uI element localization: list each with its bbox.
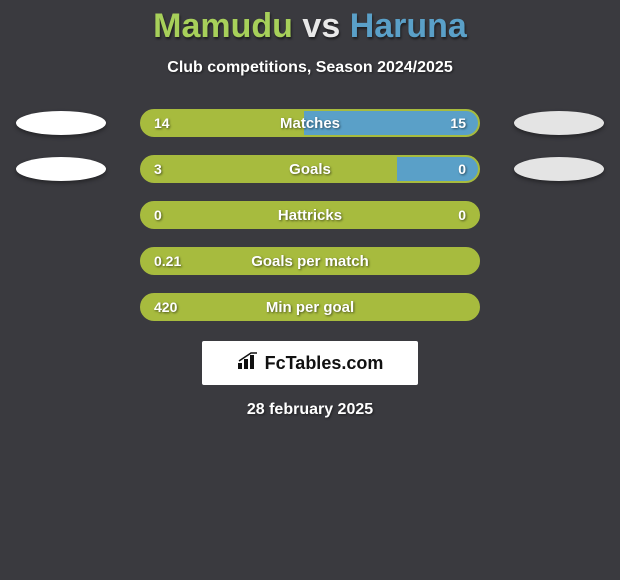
stats-rows: 1415Matches 30Goals 00Hattricks 0.21Goals p… — [0, 109, 620, 321]
stat-bar-left-fill — [142, 111, 304, 135]
stat-bar: 1415Matches — [140, 109, 480, 137]
title-player1: Mamudu — [153, 7, 293, 45]
date-label: 28 february 2025 — [0, 401, 620, 419]
title-player2: Haruna — [350, 7, 467, 45]
page-title: Mamudu vs Haruna — [0, 8, 620, 45]
stat-bar-left-fill — [142, 295, 478, 319]
player-silhouette-right — [514, 157, 604, 181]
subtitle: Club competitions, Season 2024/2025 — [0, 59, 620, 77]
chart-icon — [237, 352, 259, 375]
player-silhouette-right — [514, 111, 604, 135]
stat-bar-left-fill — [142, 157, 397, 181]
logo-text: FcTables.com — [265, 353, 384, 374]
stat-bar: 00Hattricks — [140, 201, 480, 229]
stat-bar-right-fill — [304, 111, 478, 135]
logo-box[interactable]: FcTables.com — [202, 341, 418, 385]
title-vs: vs — [302, 7, 340, 45]
stat-row: 0.21Goals per match — [0, 247, 620, 275]
stat-bar: 420Min per goal — [140, 293, 480, 321]
player-silhouette-left — [16, 157, 106, 181]
stat-bar-left-fill — [142, 203, 478, 227]
comparison-card: Mamudu vs Haruna Club competitions, Seas… — [0, 0, 620, 580]
stat-row: 00Hattricks — [0, 201, 620, 229]
stat-row: 30Goals — [0, 155, 620, 183]
stat-row: 1415Matches — [0, 109, 620, 137]
player-silhouette-left — [16, 111, 106, 135]
stat-row: 420Min per goal — [0, 293, 620, 321]
stat-bar-left-fill — [142, 249, 478, 273]
stat-bar-right-fill — [397, 157, 478, 181]
stat-bar: 0.21Goals per match — [140, 247, 480, 275]
stat-bar: 30Goals — [140, 155, 480, 183]
